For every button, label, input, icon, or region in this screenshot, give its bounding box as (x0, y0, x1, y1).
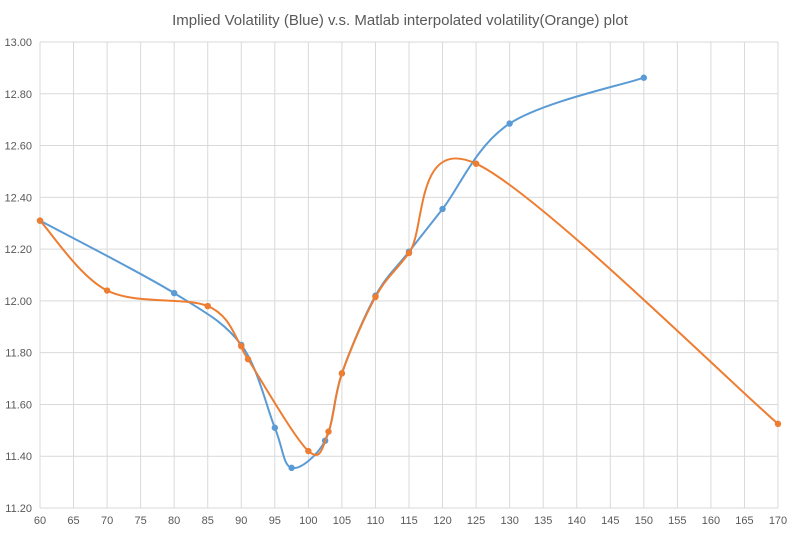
y-tick-label: 11.20 (5, 503, 32, 515)
x-tick-label: 120 (433, 515, 451, 527)
x-tick-label: 150 (635, 515, 653, 527)
data-point (238, 342, 245, 350)
data-point (338, 370, 346, 377)
x-tick-label: 155 (668, 515, 686, 527)
series-layer (36, 74, 782, 472)
x-tick-label: 160 (702, 515, 720, 527)
data-point (170, 289, 178, 297)
data-point (325, 428, 332, 435)
data-point (103, 287, 111, 294)
x-tick-label: 80 (168, 515, 180, 527)
data-point (439, 205, 446, 213)
series-2 (36, 157, 782, 456)
data-point (288, 464, 295, 472)
x-tick-label: 165 (735, 515, 753, 527)
x-tick-label: 110 (367, 515, 385, 527)
data-point (405, 249, 413, 257)
data-point (472, 160, 480, 167)
data-point (640, 74, 648, 81)
data-point (774, 420, 782, 428)
y-tick-label: 11.80 (5, 348, 32, 360)
x-tick-label: 105 (333, 515, 351, 527)
x-tick-label: 90 (235, 515, 247, 527)
y-tick-label: 12.80 (4, 89, 32, 101)
x-tick-label: 100 (299, 515, 317, 527)
y-tick-label: 11.60 (5, 399, 32, 411)
data-point (372, 293, 379, 301)
x-tick-label: 125 (467, 515, 485, 527)
x-tick-label: 60 (34, 515, 46, 527)
data-point (244, 355, 252, 363)
x-tick-label: 140 (568, 515, 586, 527)
x-tick-label: 85 (202, 515, 214, 527)
y-tick-label: 12.60 (4, 141, 32, 153)
y-tick-label: 12.00 (4, 296, 32, 308)
data-point (506, 120, 513, 127)
x-tick-label: 145 (601, 515, 619, 527)
x-tick-label: 170 (769, 515, 787, 527)
x-tick-label: 130 (500, 515, 518, 527)
data-point (204, 302, 211, 310)
data-point (271, 424, 279, 431)
x-tick-label: 70 (101, 515, 113, 527)
data-point (305, 447, 312, 455)
y-tick-label: 11.40 (5, 451, 32, 463)
x-tick-label: 95 (269, 515, 281, 527)
x-tick-label: 75 (135, 515, 147, 527)
data-point (36, 217, 44, 224)
chart-title: Implied Volatility (Blue) v.s. Matlab in… (172, 12, 629, 29)
x-tick-label: 65 (67, 515, 79, 527)
y-tick-label: 13.00 (4, 37, 32, 49)
x-tick-label: 135 (534, 515, 552, 527)
axis-tick-labels: 11.20 11.40 11.60 11.80 12.00 12.20 12.40 12.60… (4, 37, 787, 527)
x-tick-label: 115 (400, 515, 418, 527)
y-tick-label: 12.40 (4, 192, 32, 204)
y-tick-label: 12.20 (4, 244, 32, 256)
